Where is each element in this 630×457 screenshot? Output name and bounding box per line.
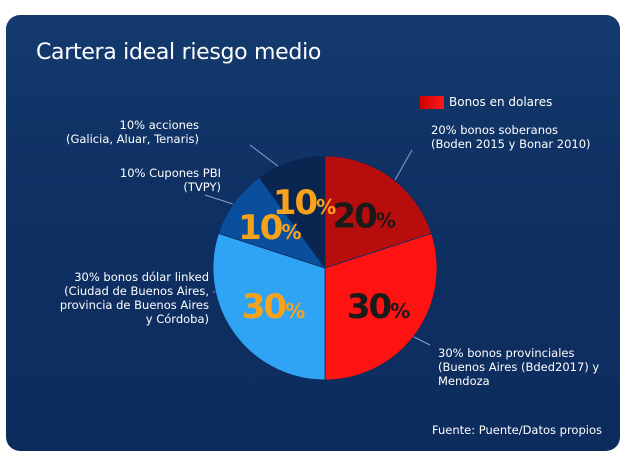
percent-value: 10	[273, 183, 318, 223]
pie-slices	[213, 156, 437, 380]
percent-sign: %	[281, 220, 301, 244]
percent-sign: %	[285, 299, 305, 323]
percent-value: 20	[332, 196, 377, 236]
percent-sign: %	[376, 208, 396, 232]
percent-value: 30	[242, 287, 287, 327]
percent-sign: %	[316, 195, 336, 219]
percent-sign: %	[390, 299, 410, 323]
percent-value: 30	[347, 287, 392, 327]
leader-line-cupones-pbi	[205, 195, 236, 205]
pie-chart: 20%30%30%10%10%	[0, 0, 630, 457]
leader-line-bonos-soberanos	[395, 150, 412, 180]
